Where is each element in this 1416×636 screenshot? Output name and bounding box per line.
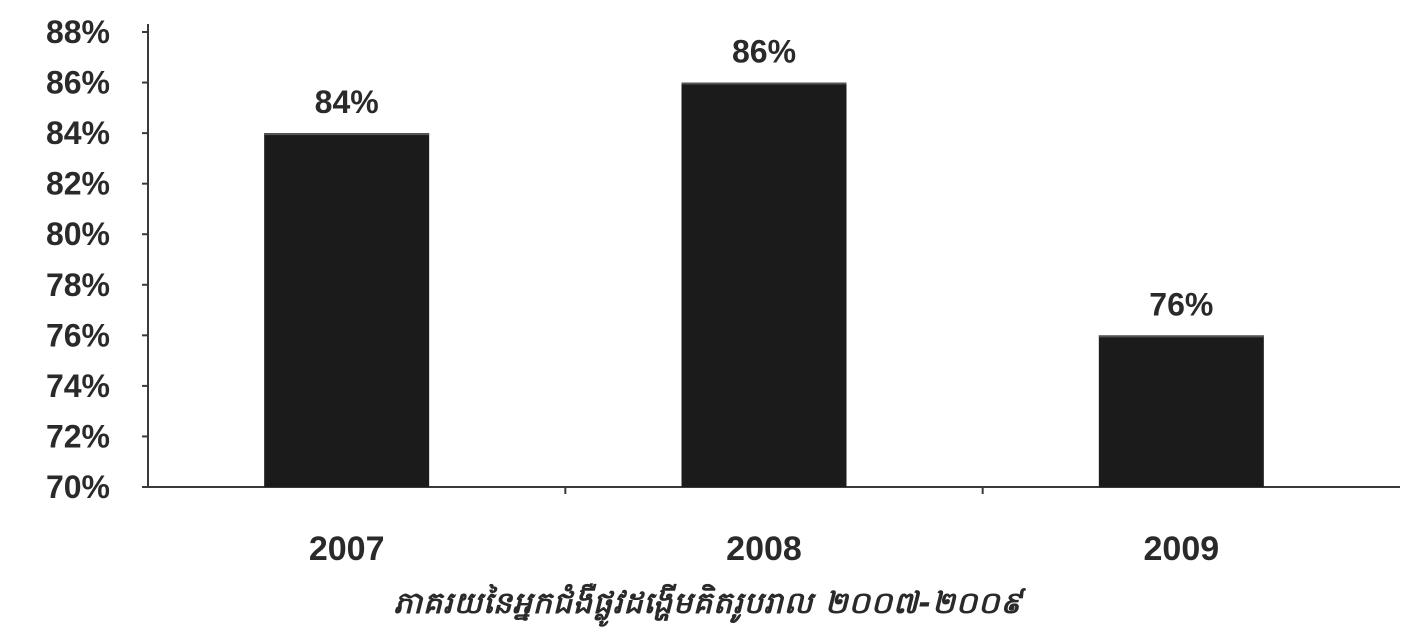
y-tick-label: 72% [46,418,110,454]
bar-2008 [681,82,847,488]
y-tick-label: 78% [46,267,110,303]
bar-2007 [264,133,430,487]
bar-2009 [1098,335,1264,487]
x-axis [148,486,1400,494]
category-label-2007: 2007 [309,530,385,568]
y-tick-label: 80% [46,216,110,252]
y-axis: 70% 72% 74% 76% 78% 80% 82% 84% 86% 88% [46,14,149,505]
data-label-2007: 84% [315,84,379,120]
y-tick-label: 76% [46,317,110,353]
category-label-2009: 2009 [1144,530,1220,568]
y-tick-label: 74% [46,368,110,404]
data-labels-group: 84% 86% 76% [315,34,1214,323]
y-tick-label: 84% [46,115,110,151]
y-tick-label: 70% [46,469,110,505]
y-tick-label: 88% [46,14,110,50]
data-label-2008: 86% [732,34,796,70]
data-label-2009: 76% [1149,286,1213,322]
chart-caption: ភាគរយនៃអ្នកជំងឺផ្លូវដង្ហើមគិតរូបរាល ២០០៧… [393,586,1023,621]
bars-group [264,82,1264,488]
category-labels-group: 2007 2008 2009 [309,530,1219,568]
y-tick-label: 86% [46,65,110,101]
category-label-2008: 2008 [726,530,802,568]
y-tick-label: 82% [46,166,110,202]
